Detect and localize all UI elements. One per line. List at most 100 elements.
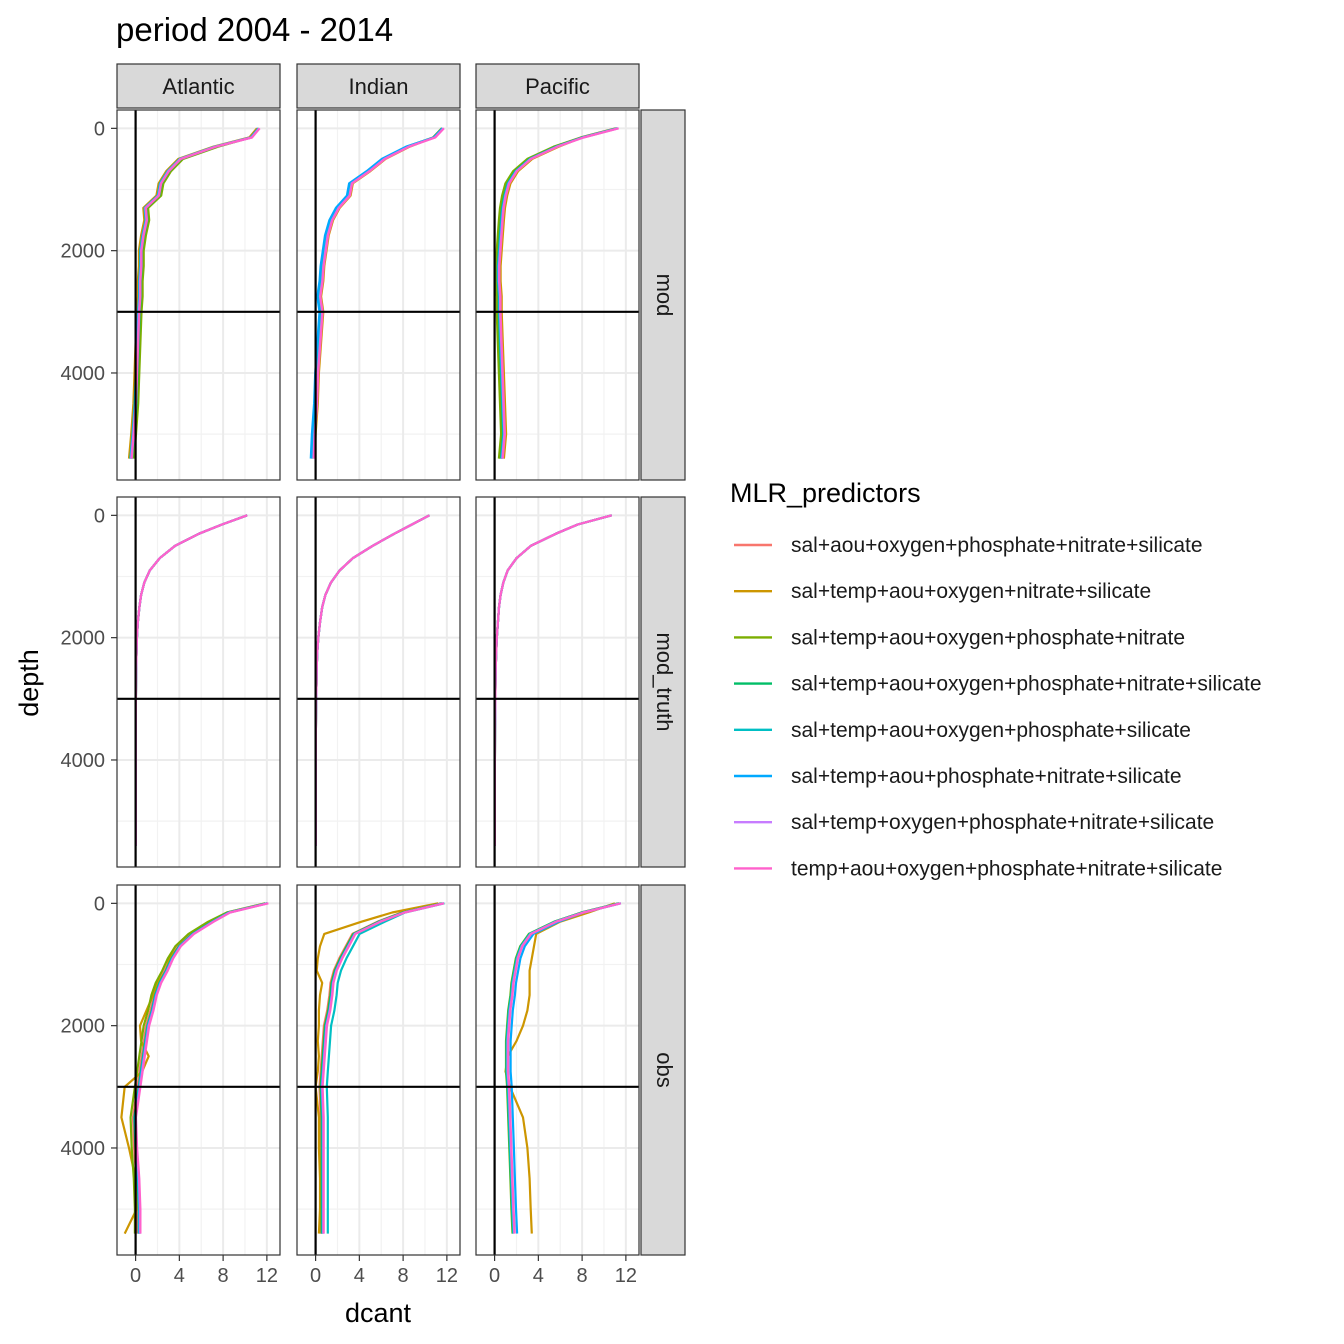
series-line: [498, 127, 619, 459]
y-tick-label: 4000: [61, 1138, 106, 1160]
series-line: [129, 902, 266, 1234]
strip-label: Pacific: [525, 74, 590, 99]
panel-background: [297, 497, 460, 867]
y-tick-label: 4000: [61, 750, 106, 772]
strip-label: obs: [652, 1052, 677, 1087]
legend-label: sal+temp+aou+phosphate+nitrate+silicate: [791, 765, 1182, 788]
chart-title: period 2004 - 2014: [116, 11, 393, 48]
series-lines: [494, 127, 619, 459]
panel-border: [296, 884, 461, 1256]
y-tick-label: 4000: [61, 363, 106, 385]
panel-background: [476, 497, 639, 867]
panel-border: [116, 884, 281, 1256]
x-tick-label: 0: [310, 1265, 321, 1287]
panel-border: [296, 109, 461, 481]
series-line: [312, 127, 445, 459]
strip-Indian: [296, 63, 461, 109]
x-tick-label: 8: [218, 1265, 229, 1287]
legend-label: sal+temp+aou+oxygen+nitrate+silicate: [791, 580, 1151, 603]
gridlines: [476, 497, 639, 867]
x-tick-label: 4: [174, 1265, 185, 1287]
y-tick-label: 2000: [61, 1016, 106, 1038]
series-lines: [309, 127, 445, 459]
legend-item: temp+aou+oxygen+phosphate+nitrate+silica…: [734, 857, 1222, 880]
y-tick-label: 0: [94, 118, 105, 140]
x-tick-label: 8: [398, 1265, 409, 1287]
strip-mod: [640, 109, 686, 481]
legend-items: sal+aou+oxygen+phosphate+nitrate+silicat…: [734, 534, 1262, 880]
panel-background: [117, 885, 280, 1255]
series-line: [321, 902, 445, 1234]
series-lines: [314, 902, 445, 1234]
legend-item: sal+temp+oxygen+phosphate+nitrate+silica…: [734, 811, 1214, 834]
x-tick-label: 0: [130, 1265, 141, 1287]
legend-title: MLR_predictors: [730, 478, 921, 508]
panel-background: [297, 110, 460, 480]
panel-mod-Indian: [296, 109, 461, 481]
strip-label: Atlantic: [162, 74, 234, 99]
y-tick-label: 2000: [61, 628, 106, 650]
x-tick-label: 8: [577, 1265, 588, 1287]
legend-label: sal+temp+aou+oxygen+phosphate+nitrate: [791, 626, 1185, 649]
panel-border: [475, 884, 640, 1256]
series-line: [325, 902, 445, 1234]
series-line: [507, 902, 622, 1234]
strip-Atlantic: [116, 63, 281, 109]
x-tick-label: 4: [354, 1265, 365, 1287]
legend-item: sal+temp+aou+phosphate+nitrate+silicate: [734, 765, 1182, 788]
panel-border: [475, 109, 640, 481]
panel-mod_truth-Atlantic: [116, 496, 281, 868]
x-tick-label: 12: [436, 1265, 458, 1287]
panel-obs-Indian: [296, 884, 461, 1256]
strip-mod_truth: [640, 496, 686, 868]
legend-item: sal+temp+aou+oxygen+phosphate+nitrate+si…: [734, 673, 1262, 696]
series-line: [134, 902, 269, 1234]
legend-label: sal+temp+aou+oxygen+phosphate+silicate: [791, 719, 1191, 742]
series-line: [509, 902, 622, 1234]
legend-item: sal+aou+oxygen+phosphate+nitrate+silicat…: [734, 534, 1203, 557]
y-tick-label: 0: [94, 893, 105, 915]
panel-border: [296, 496, 461, 868]
legend-label: sal+temp+oxygen+phosphate+nitrate+silica…: [791, 811, 1214, 834]
legend: MLR_predictors sal+aou+oxygen+phosphate+…: [730, 478, 1262, 880]
panel-border: [116, 109, 281, 481]
legend-item: sal+temp+aou+oxygen+nitrate+silicate: [734, 580, 1151, 603]
panel-background: [117, 497, 280, 867]
strip-Pacific: [475, 63, 640, 109]
facet-panels: [116, 109, 640, 1256]
panel-mod-Pacific: [475, 109, 640, 481]
series-line: [314, 902, 439, 1234]
panel-mod_truth-Indian: [296, 496, 461, 868]
panel-obs-Pacific: [475, 884, 640, 1256]
series-line: [504, 902, 616, 1234]
y-tick-label: 0: [94, 505, 105, 527]
series-line: [132, 127, 260, 459]
panel-border: [475, 496, 640, 868]
axes: 0 2000 4000 0 2000 4000 0 2000 4000 0 4 8 12 0 4 8 12 0 4 8…: [61, 118, 637, 1287]
strip-label: mod_truth: [652, 632, 677, 731]
x-tick-label: 4: [533, 1265, 544, 1287]
x-tick-label: 12: [615, 1265, 637, 1287]
strip-label: Indian: [349, 74, 409, 99]
series-lines: [504, 902, 622, 1234]
strip-label: mod: [652, 274, 677, 317]
y-axis-title: depth: [14, 649, 44, 717]
legend-item: sal+temp+aou+oxygen+phosphate+nitrate: [734, 626, 1185, 649]
panel-mod-Atlantic: [116, 109, 281, 481]
x-tick-label: 12: [256, 1265, 278, 1287]
panel-mod_truth-Pacific: [475, 496, 640, 868]
strip-obs: [640, 884, 686, 1256]
x-tick-label: 0: [489, 1265, 500, 1287]
series-line: [494, 127, 617, 459]
panel-border: [116, 496, 281, 868]
legend-label: sal+aou+oxygen+phosphate+nitrate+silicat…: [791, 534, 1203, 557]
legend-item: sal+temp+aou+oxygen+phosphate+silicate: [734, 719, 1191, 742]
y-tick-label: 2000: [61, 241, 106, 263]
panel-background: [117, 110, 280, 480]
panel-background: [476, 885, 639, 1255]
panel-obs-Atlantic: [116, 884, 281, 1256]
x-axis-title: dcant: [345, 1298, 412, 1328]
legend-label: temp+aou+oxygen+phosphate+nitrate+silica…: [791, 857, 1222, 880]
